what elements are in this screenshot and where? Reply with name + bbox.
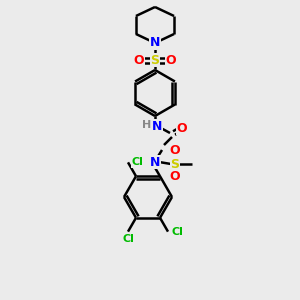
Text: Cl: Cl bbox=[122, 234, 134, 244]
Text: H: H bbox=[142, 120, 152, 130]
Text: Cl: Cl bbox=[132, 158, 144, 167]
Text: N: N bbox=[150, 155, 160, 169]
Text: Cl: Cl bbox=[172, 226, 184, 237]
Text: S: S bbox=[151, 53, 160, 67]
Text: O: O bbox=[134, 53, 144, 67]
Text: N: N bbox=[152, 119, 162, 133]
Text: O: O bbox=[170, 145, 180, 158]
Text: O: O bbox=[170, 170, 180, 184]
Text: O: O bbox=[166, 53, 176, 67]
Text: S: S bbox=[170, 158, 179, 170]
Text: O: O bbox=[177, 122, 187, 134]
Text: N: N bbox=[150, 37, 160, 50]
